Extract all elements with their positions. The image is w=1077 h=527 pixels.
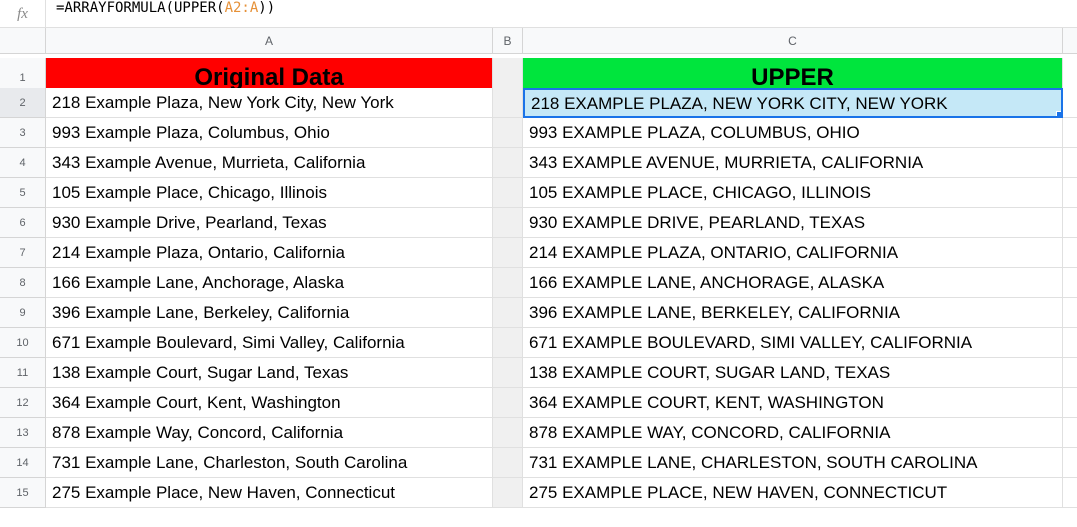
formula-prefix: =ARRAYFORMULA(UPPER( bbox=[56, 0, 225, 16]
cell-stub bbox=[1063, 328, 1077, 358]
formula-input[interactable]: =ARRAYFORMULA(UPPER(A2:A)) bbox=[46, 0, 1077, 27]
cell-stub bbox=[1063, 238, 1077, 268]
spreadsheet-grid: A B C 1Original DataUPPER2218 Example Pl… bbox=[0, 28, 1077, 508]
row-header[interactable]: 8 bbox=[0, 268, 46, 298]
cell-a[interactable]: 993 Example Plaza, Columbus, Ohio bbox=[46, 118, 493, 148]
cell-c[interactable]: 105 EXAMPLE PLACE, CHICAGO, ILLINOIS bbox=[523, 178, 1063, 208]
col-header-stub bbox=[1063, 28, 1077, 54]
cell-a[interactable]: 930 Example Drive, Pearland, Texas bbox=[46, 208, 493, 238]
cell-b[interactable] bbox=[493, 328, 523, 358]
cell-c[interactable]: 731 EXAMPLE LANE, CHARLESTON, SOUTH CARO… bbox=[523, 448, 1063, 478]
cell-b[interactable] bbox=[493, 448, 523, 478]
row-header[interactable]: 6 bbox=[0, 208, 46, 238]
cell-b[interactable] bbox=[493, 118, 523, 148]
col-header-c[interactable]: C bbox=[523, 28, 1063, 54]
cell-a[interactable]: 218 Example Plaza, New York City, New Yo… bbox=[46, 88, 493, 118]
cell-stub bbox=[1063, 88, 1077, 118]
cell-stub bbox=[1063, 418, 1077, 448]
cell-a[interactable]: 671 Example Boulevard, Simi Valley, Cali… bbox=[46, 328, 493, 358]
cell-b[interactable] bbox=[493, 208, 523, 238]
row-header[interactable]: 7 bbox=[0, 238, 46, 268]
cell-a[interactable]: 166 Example Lane, Anchorage, Alaska bbox=[46, 268, 493, 298]
row-header[interactable]: 15 bbox=[0, 478, 46, 508]
row-header[interactable]: 12 bbox=[0, 388, 46, 418]
cell-stub bbox=[1063, 118, 1077, 148]
row-header[interactable]: 14 bbox=[0, 448, 46, 478]
cell-stub bbox=[1063, 448, 1077, 478]
cell-c[interactable]: 166 EXAMPLE LANE, ANCHORAGE, ALASKA bbox=[523, 268, 1063, 298]
cell-b[interactable] bbox=[493, 388, 523, 418]
cell-b[interactable] bbox=[493, 478, 523, 508]
cell-a[interactable]: 138 Example Court, Sugar Land, Texas bbox=[46, 358, 493, 388]
formula-ref: A2:A bbox=[225, 0, 259, 16]
cell-c[interactable]: 214 EXAMPLE PLAZA, ONTARIO, CALIFORNIA bbox=[523, 238, 1063, 268]
cell-c[interactable]: 878 EXAMPLE WAY, CONCORD, CALIFORNIA bbox=[523, 418, 1063, 448]
cell-stub bbox=[1063, 358, 1077, 388]
row-header[interactable]: 3 bbox=[0, 118, 46, 148]
cell-c[interactable]: 671 EXAMPLE BOULEVARD, SIMI VALLEY, CALI… bbox=[523, 328, 1063, 358]
row-header[interactable]: 9 bbox=[0, 298, 46, 328]
cell-b[interactable] bbox=[493, 358, 523, 388]
cell-c[interactable]: 364 EXAMPLE COURT, KENT, WASHINGTON bbox=[523, 388, 1063, 418]
cell-a[interactable]: 364 Example Court, Kent, Washington bbox=[46, 388, 493, 418]
cell-stub bbox=[1063, 208, 1077, 238]
cell-b[interactable] bbox=[493, 298, 523, 328]
cell-a[interactable]: 396 Example Lane, Berkeley, California bbox=[46, 298, 493, 328]
cell-b[interactable] bbox=[493, 418, 523, 448]
cell-a[interactable]: 878 Example Way, Concord, California bbox=[46, 418, 493, 448]
cell-b[interactable] bbox=[493, 178, 523, 208]
cell-stub bbox=[1063, 178, 1077, 208]
row-header[interactable]: 13 bbox=[0, 418, 46, 448]
cell-b[interactable] bbox=[493, 88, 523, 118]
cell-stub bbox=[1063, 478, 1077, 508]
fx-icon[interactable]: fx bbox=[0, 0, 46, 27]
col-header-a[interactable]: A bbox=[46, 28, 493, 54]
row-header[interactable]: 11 bbox=[0, 358, 46, 388]
cell-a[interactable]: 731 Example Lane, Charleston, South Caro… bbox=[46, 448, 493, 478]
formula-suffix: )) bbox=[258, 0, 275, 16]
cell-b[interactable] bbox=[493, 148, 523, 178]
select-all-corner[interactable] bbox=[0, 28, 46, 54]
cell-c[interactable]: 396 EXAMPLE LANE, BERKELEY, CALIFORNIA bbox=[523, 298, 1063, 328]
col-header-b[interactable]: B bbox=[493, 28, 523, 54]
cell-stub bbox=[1063, 298, 1077, 328]
row-header[interactable]: 5 bbox=[0, 178, 46, 208]
cell-b[interactable] bbox=[493, 238, 523, 268]
row-header[interactable]: 4 bbox=[0, 148, 46, 178]
cell-a[interactable]: 343 Example Avenue, Murrieta, California bbox=[46, 148, 493, 178]
cell-b[interactable] bbox=[493, 268, 523, 298]
cell-stub bbox=[1063, 268, 1077, 298]
cell-c[interactable]: 275 EXAMPLE PLACE, NEW HAVEN, CONNECTICU… bbox=[523, 478, 1063, 508]
cell-c[interactable]: 930 EXAMPLE DRIVE, PEARLAND, TEXAS bbox=[523, 208, 1063, 238]
formula-bar: fx =ARRAYFORMULA(UPPER(A2:A)) bbox=[0, 0, 1077, 28]
cell-c[interactable]: 993 EXAMPLE PLAZA, COLUMBUS, OHIO bbox=[523, 118, 1063, 148]
cell-a[interactable]: 275 Example Place, New Haven, Connecticu… bbox=[46, 478, 493, 508]
cell-a[interactable]: 214 Example Plaza, Ontario, California bbox=[46, 238, 493, 268]
cell-c[interactable]: 218 EXAMPLE PLAZA, NEW YORK CITY, NEW YO… bbox=[523, 88, 1063, 118]
cell-a[interactable]: 105 Example Place, Chicago, Illinois bbox=[46, 178, 493, 208]
cell-c[interactable]: 138 EXAMPLE COURT, SUGAR LAND, TEXAS bbox=[523, 358, 1063, 388]
row-header[interactable]: 10 bbox=[0, 328, 46, 358]
cell-c[interactable]: 343 EXAMPLE AVENUE, MURRIETA, CALIFORNIA bbox=[523, 148, 1063, 178]
row-header[interactable]: 2 bbox=[0, 88, 46, 118]
cell-stub bbox=[1063, 388, 1077, 418]
cell-stub bbox=[1063, 148, 1077, 178]
